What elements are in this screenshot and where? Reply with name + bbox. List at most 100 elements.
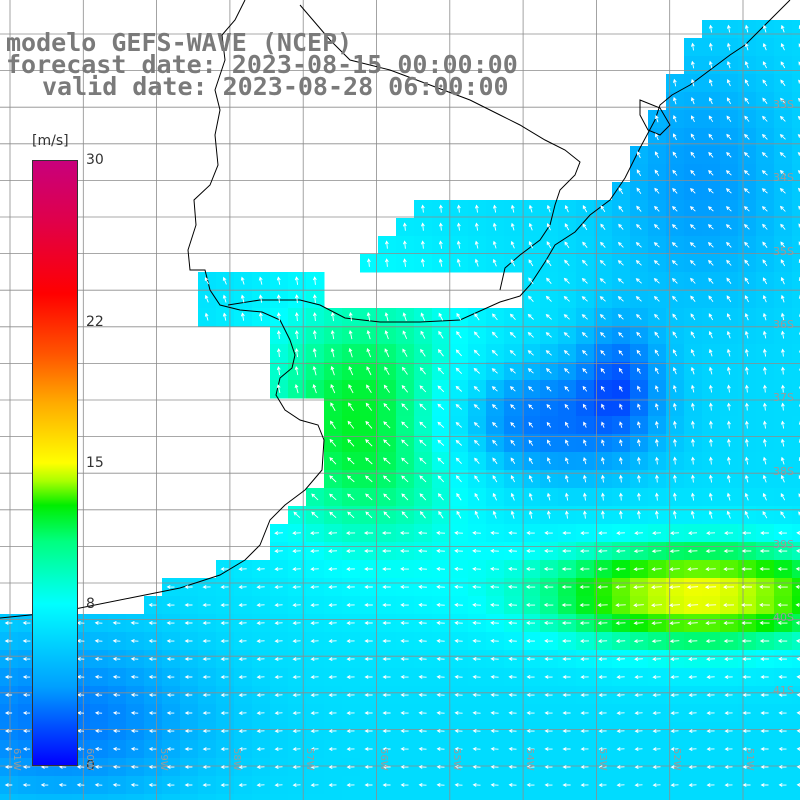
wind-arrow xyxy=(382,783,391,787)
wind-arrow xyxy=(708,456,713,465)
wind-arrow xyxy=(760,657,769,661)
longitude-label: 55W xyxy=(450,748,462,771)
wind-arrow xyxy=(310,747,319,752)
wind-arrow xyxy=(652,729,661,734)
wind-arrow xyxy=(600,223,606,230)
wind-arrow xyxy=(795,584,800,589)
wind-arrow xyxy=(456,204,461,213)
wind-arrow xyxy=(599,296,606,302)
wind-arrow xyxy=(400,747,409,751)
wind-arrow xyxy=(402,258,407,267)
wind-arrow xyxy=(112,638,121,643)
wind-arrow xyxy=(276,384,281,394)
wind-arrow xyxy=(490,782,499,787)
wind-arrow xyxy=(615,621,626,626)
field-cell xyxy=(144,794,163,800)
wind-arrow xyxy=(636,474,641,483)
wind-arrow xyxy=(618,474,623,483)
wind-arrow xyxy=(508,710,517,715)
wind-arrow xyxy=(544,783,553,787)
wind-arrow xyxy=(761,152,768,158)
wind-arrow xyxy=(456,493,462,501)
wind-arrow xyxy=(490,674,499,679)
wind-arrow xyxy=(400,783,409,787)
wind-arrow xyxy=(706,729,715,733)
wind-arrow xyxy=(472,710,481,715)
wind-arrow xyxy=(438,222,443,231)
longitude-label: 52W xyxy=(670,748,682,771)
wind-arrow xyxy=(328,531,338,536)
wind-arrow xyxy=(564,385,570,392)
wind-arrow xyxy=(779,115,786,122)
wind-arrow xyxy=(346,711,355,715)
wind-arrow xyxy=(778,783,787,787)
field-cell xyxy=(792,56,800,75)
wind-arrow xyxy=(346,783,355,787)
wind-arrow xyxy=(222,294,227,303)
wind-arrow xyxy=(600,474,605,483)
wind-arrow xyxy=(634,675,643,680)
wind-arrow xyxy=(706,783,715,787)
wind-arrow xyxy=(726,438,731,447)
colorbar-tick-label: 8 xyxy=(86,596,95,613)
wind-arrow xyxy=(690,492,695,501)
wind-arrow xyxy=(762,492,767,501)
wind-arrow xyxy=(402,348,408,357)
wind-arrow xyxy=(509,349,516,356)
wind-arrow xyxy=(561,567,572,571)
wind-arrow xyxy=(347,493,355,501)
wind-arrow xyxy=(762,384,767,393)
wind-arrow xyxy=(723,585,735,589)
wind-arrow xyxy=(364,675,373,679)
wind-arrow xyxy=(706,711,715,715)
wind-arrow xyxy=(708,97,713,105)
wind-arrow xyxy=(473,439,480,446)
wind-arrow xyxy=(347,402,354,412)
wind-arrow xyxy=(220,603,229,607)
wind-arrow xyxy=(562,711,571,715)
wind-arrow xyxy=(526,657,535,661)
wind-arrow xyxy=(202,747,211,751)
wind-arrow xyxy=(708,510,713,519)
latitude-label: 38S xyxy=(773,464,794,478)
wind-arrow xyxy=(672,384,677,393)
longitude-label: 59W xyxy=(157,748,169,771)
wind-arrow xyxy=(184,711,193,715)
wind-arrow xyxy=(310,783,319,788)
wind-arrow xyxy=(400,621,409,625)
wind-arrow xyxy=(544,549,554,553)
wind-arrow xyxy=(546,204,551,213)
wind-arrow xyxy=(688,783,697,788)
wind-arrow xyxy=(634,765,643,770)
field-cell xyxy=(216,794,235,800)
wind-arrow xyxy=(669,567,680,572)
field-cell xyxy=(594,794,613,800)
wind-arrow xyxy=(274,639,283,644)
wind-arrow xyxy=(637,367,641,374)
wind-arrow xyxy=(687,549,698,554)
wind-arrow xyxy=(634,693,643,698)
wind-arrow xyxy=(166,639,175,643)
wind-arrow xyxy=(671,224,678,230)
wind-arrow xyxy=(256,693,265,698)
wind-arrow xyxy=(633,621,644,626)
wind-arrow xyxy=(528,510,533,519)
wind-arrow xyxy=(615,567,626,572)
wind-arrow xyxy=(672,169,678,176)
wind-arrow xyxy=(778,657,787,661)
wind-arrow xyxy=(744,330,749,339)
wind-arrow xyxy=(258,294,263,303)
wind-arrow xyxy=(744,312,749,321)
field-cell xyxy=(792,704,800,723)
wind-arrow xyxy=(438,258,443,267)
wind-arrow xyxy=(401,511,409,519)
wind-arrow xyxy=(762,420,767,429)
field-cell xyxy=(396,794,415,800)
wind-arrow xyxy=(708,170,714,176)
wind-arrow xyxy=(437,385,445,393)
wind-arrow xyxy=(328,747,337,751)
field-cell xyxy=(792,740,800,759)
wind-arrow xyxy=(420,258,425,267)
wind-arrow xyxy=(401,475,409,483)
wind-arrow xyxy=(382,549,391,553)
